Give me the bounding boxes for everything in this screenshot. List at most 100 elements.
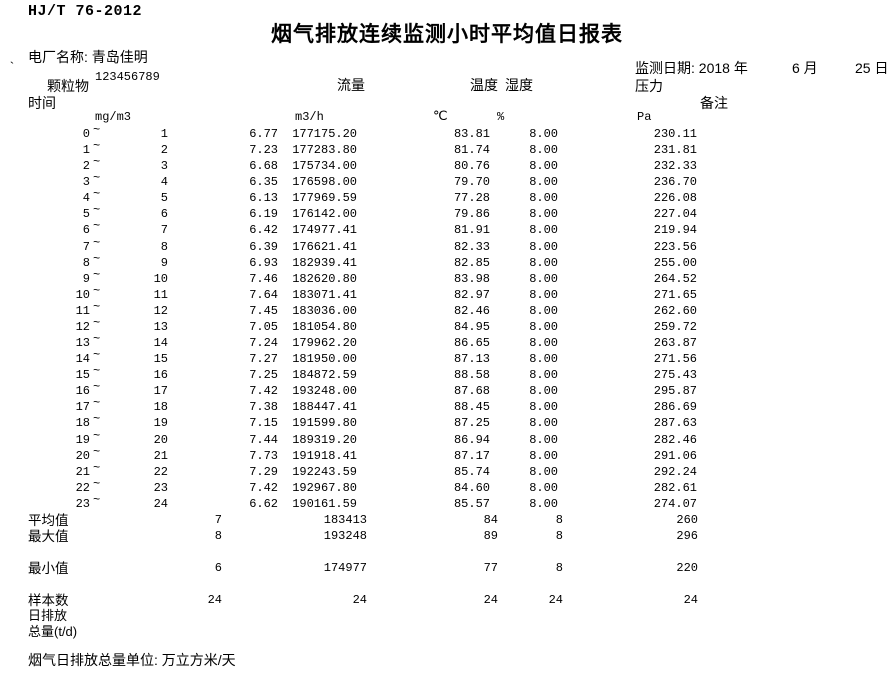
- table-row: ~11 12 7.45 183036.00 82.46 8.00 262.60: [0, 300, 894, 320]
- cell-flow: 176142.00: [292, 207, 357, 221]
- plant-name-label: 电厂名称:: [28, 49, 88, 65]
- cell-flow: 176621.41: [292, 240, 357, 254]
- cell-pressure: 236.70: [653, 175, 697, 189]
- cell-temperature: 87.25: [453, 416, 490, 430]
- cell-pressure: 223.56: [653, 240, 697, 254]
- table-row: ~23 24 6.62 190161.59 85.57 8.00 274.07: [0, 493, 894, 513]
- cell-particulate: 6.68: [249, 159, 278, 173]
- cell-humidity: 8: [555, 529, 563, 543]
- cell-flow: 177283.80: [292, 143, 357, 157]
- table-row: ~5 6 6.19 176142.00 79.86 8.00 227.04: [0, 203, 894, 223]
- cell-hour-start: 12: [75, 320, 90, 334]
- cell-temperature: 84.60: [453, 481, 490, 495]
- hour-range-tilde: ~: [93, 284, 101, 298]
- cell-hour-start: 6: [82, 223, 90, 237]
- cell-flow: 191918.41: [292, 449, 357, 463]
- table-row: ~2 3 6.68 175734.00 80.76 8.00 232.33: [0, 155, 894, 175]
- cell-temperature: 85.74: [453, 465, 490, 479]
- cell-humidity: 8.00: [529, 127, 558, 141]
- cell-particulate: 6.35: [249, 175, 278, 189]
- cell-hour-end: 18: [153, 400, 168, 414]
- cell-humidity: 8.00: [529, 416, 558, 430]
- cell-humidity: 8.00: [529, 240, 558, 254]
- cell-flow: 174977.41: [292, 223, 357, 237]
- cell-temperature: 83.81: [453, 127, 490, 141]
- monitor-date-day: 25 日: [855, 60, 889, 76]
- cell-particulate: 6.19: [249, 207, 278, 221]
- cell-flow: 193248: [323, 529, 367, 543]
- cell-hour-start: 4: [82, 191, 90, 205]
- cell-temperature: 84: [483, 513, 498, 527]
- unit-temperature: ℃: [433, 108, 448, 123]
- cell-hour-start: 3: [82, 175, 90, 189]
- cell-temperature: 88.58: [453, 368, 490, 382]
- cell-particulate: 6.42: [249, 223, 278, 237]
- cell-flow: 183413: [323, 513, 367, 527]
- cell-flow: 193248.00: [292, 384, 357, 398]
- cell-pressure: 260: [676, 513, 698, 527]
- cell-humidity: 8.00: [529, 368, 558, 382]
- cell-hour-end: 14: [153, 336, 168, 350]
- cell-hour-start: 7: [82, 240, 90, 254]
- table-row: ~10 11 7.64 183071.41 82.97 8.00 271.65: [0, 284, 894, 304]
- cell-particulate: 24: [207, 593, 222, 607]
- hour-range-tilde: ~: [93, 348, 101, 362]
- cell-hour-end: 12: [153, 304, 168, 318]
- cell-pressure: 275.43: [653, 368, 697, 382]
- hour-range-tilde: ~: [93, 380, 101, 394]
- cell-pressure: 274.07: [653, 497, 697, 511]
- hour-range-tilde: ~: [93, 461, 101, 475]
- cell-temperature: 82.46: [453, 304, 490, 318]
- cell-flow: 183071.41: [292, 288, 357, 302]
- cell-flow: 192243.59: [292, 465, 357, 479]
- cell-hour-start: 11: [75, 304, 90, 318]
- cell-hour-end: 13: [153, 320, 168, 334]
- cell-humidity: 8.00: [529, 384, 558, 398]
- hour-range-tilde: ~: [93, 493, 101, 507]
- cell-humidity: 8.00: [529, 304, 558, 318]
- cell-humidity: 8.00: [529, 481, 558, 495]
- cell-hour-start: 23: [75, 497, 90, 511]
- hour-range-tilde: ~: [93, 429, 101, 443]
- cell-particulate: 6.39: [249, 240, 278, 254]
- summary-row-label: 样本数: [28, 593, 69, 608]
- table-row: ~0 1 6.77 177175.20 83.81 8.00 230.11: [0, 123, 894, 143]
- cell-pressure: 230.11: [653, 127, 697, 141]
- hour-range-tilde: ~: [93, 332, 101, 346]
- cell-humidity: 8.00: [529, 223, 558, 237]
- cell-humidity: 8.00: [529, 207, 558, 221]
- cell-particulate: 7.27: [249, 352, 278, 366]
- cell-temperature: 82.97: [453, 288, 490, 302]
- cell-particulate: 6.93: [249, 256, 278, 270]
- cell-pressure: 227.04: [653, 207, 697, 221]
- cell-humidity: 8: [555, 513, 563, 527]
- cell-temperature: 79.86: [453, 207, 490, 221]
- table-row: ~15 16 7.25 184872.59 88.58 8.00 275.43: [0, 364, 894, 384]
- table-row: ~22 23 7.42 192967.80 84.60 8.00 282.61: [0, 477, 894, 497]
- hour-range-tilde: ~: [93, 171, 101, 185]
- cell-hour-start: 15: [75, 368, 90, 382]
- cell-particulate: 7.44: [249, 433, 278, 447]
- cell-pressure: 220: [676, 561, 698, 575]
- cell-hour-end: 1: [160, 127, 168, 141]
- cell-pressure: 292.24: [653, 465, 697, 479]
- cell-humidity: 8.00: [529, 352, 558, 366]
- cell-hour-end: 9: [160, 256, 168, 270]
- cell-hour-end: 20: [153, 433, 168, 447]
- cell-temperature: 83.98: [453, 272, 490, 286]
- cell-hour-start: 1: [82, 143, 90, 157]
- cell-particulate: 7.73: [249, 449, 278, 463]
- table-row: ~7 8 6.39 176621.41 82.33 8.00 223.56: [0, 236, 894, 256]
- cell-hour-end: 22: [153, 465, 168, 479]
- hour-range-tilde: ~: [93, 396, 101, 410]
- cell-flow: 191599.80: [292, 416, 357, 430]
- cell-particulate: 7.24: [249, 336, 278, 350]
- col-header-pressure: 压力: [635, 78, 663, 94]
- cell-particulate: 7.38: [249, 400, 278, 414]
- cell-pressure: 282.61: [653, 481, 697, 495]
- cell-temperature: 86.94: [453, 433, 490, 447]
- cell-humidity: 8.00: [529, 497, 558, 511]
- summary-row-label: 最小值: [28, 561, 69, 576]
- cell-humidity: 8: [555, 561, 563, 575]
